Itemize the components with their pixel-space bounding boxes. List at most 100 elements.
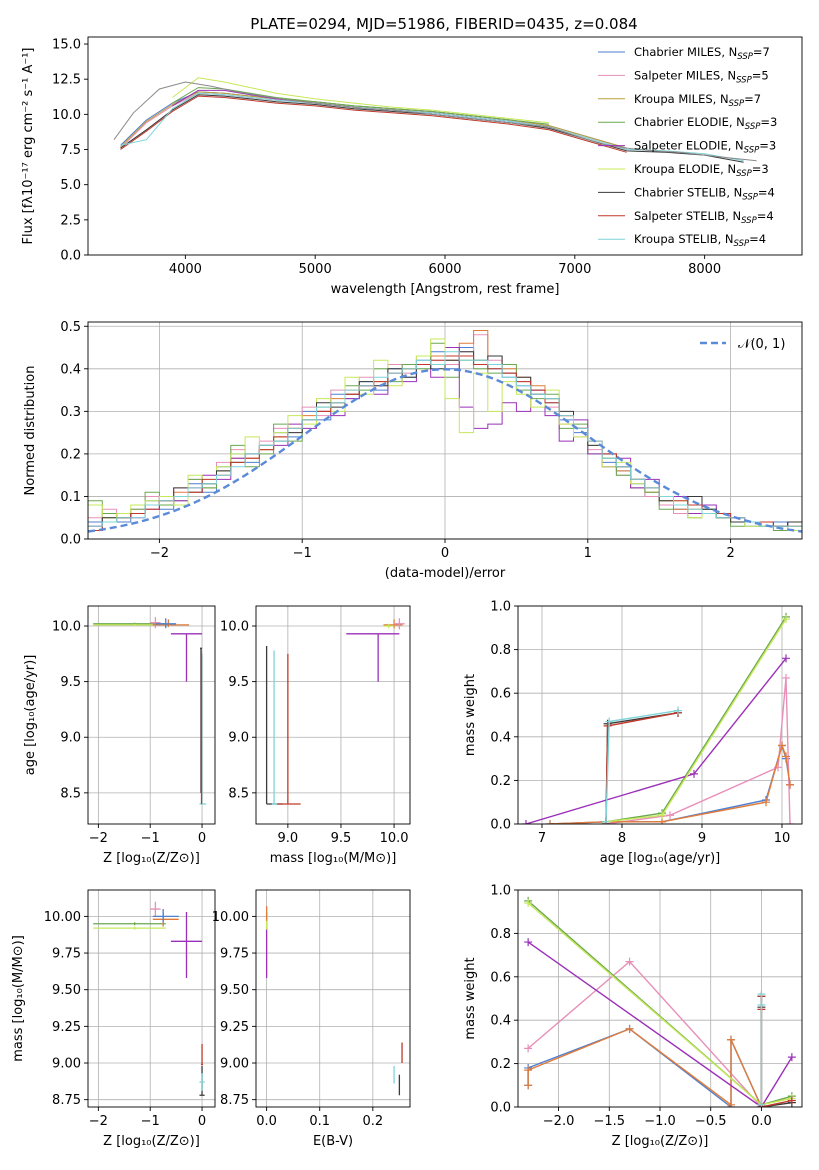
error-bar — [277, 653, 301, 805]
data-point — [524, 1081, 533, 1090]
data-point — [757, 1001, 766, 1010]
x-axis-label: mass [log₁₀(M/M⊙)] — [270, 851, 397, 866]
data-point — [602, 817, 610, 824]
y-axis-label: mass weight — [463, 674, 478, 756]
x-axis-label: E(B-V) — [313, 1134, 353, 1149]
data-point — [674, 706, 682, 715]
axes-frame — [87, 605, 216, 825]
series-line — [120, 92, 627, 150]
series-line — [525, 657, 787, 824]
y-tick-label: 15.0 — [52, 38, 81, 53]
legend-label: Salpeter MILES, NSSP=5 — [634, 68, 769, 85]
data-point — [786, 820, 794, 824]
error-bar — [271, 650, 280, 805]
x-tick-label: 6000 — [428, 262, 461, 277]
error-bar — [93, 922, 166, 926]
y-tick-label: 0.4 — [490, 1014, 511, 1029]
error-bar — [170, 911, 203, 978]
x-tick-label: 2 — [726, 546, 734, 561]
y-axis-label: Normed distribution — [23, 366, 38, 496]
y-tick-label: 0.6 — [490, 970, 511, 985]
figure-title: PLATE=0294, MJD=51986, FIBERID=0435, z=0… — [250, 15, 637, 33]
y-tick-label: 9.50 — [52, 983, 81, 998]
y-tick-label: 7.5 — [60, 143, 81, 158]
y-tick-label: 1.0 — [490, 884, 511, 899]
y-tick-label: 10.00 — [44, 910, 81, 925]
data-point — [524, 1066, 533, 1075]
series-line — [120, 94, 744, 163]
y-tick-label: 9.75 — [220, 947, 249, 962]
data-point — [658, 811, 666, 820]
axes-frame — [517, 605, 803, 825]
legend-label: Kroupa MILES, NSSP=7 — [634, 92, 761, 109]
data-point — [782, 615, 790, 624]
x-axis-label: wavelength [Angstrom, rest frame] — [331, 282, 560, 297]
chart-z-vs-age: −2 −1 0 8.5 9.0 9.5 10.0 Z [log₁₀(Z/Z⊙)] age [lo… — [23, 605, 216, 866]
data-point — [787, 1053, 796, 1062]
series-line — [172, 87, 549, 125]
plot-area — [265, 618, 405, 805]
data-point — [786, 780, 794, 789]
y-tick-label: 0.2 — [490, 774, 511, 789]
y-tick-label: 0.0 — [60, 249, 81, 264]
x-tick-label: 0 — [198, 831, 206, 846]
y-tick-label: 0.2 — [60, 447, 81, 462]
series-line — [760, 996, 793, 1107]
y-tick-label: 0.2 — [490, 1057, 511, 1072]
legend-label: Salpeter STELIB, NSSP=4 — [634, 209, 774, 226]
y-tick-label: 0.8 — [490, 927, 511, 942]
y-tick-label: 0.8 — [490, 643, 511, 658]
error-bar — [93, 926, 166, 930]
x-tick-label: −2 — [89, 1114, 108, 1129]
chart-z-vs-mass: −2 −1 0 8.75 9.00 9.25 9.50 9.75 10.00 Z [log₁₀(Z… — [11, 889, 216, 1149]
y-tick-label: 8.5 — [60, 786, 81, 801]
error-bar — [200, 653, 203, 804]
y-tick-label: 10.0 — [52, 620, 81, 635]
data-point — [757, 990, 766, 999]
x-tick-label: 9.5 — [331, 831, 352, 846]
x-tick-label: 1 — [584, 546, 592, 561]
x-axis-label: age [log₁₀(age/yr)] — [600, 851, 721, 866]
error-bar — [150, 617, 161, 629]
x-axis-label: Z [log₁₀(Z/Z⊙)] — [103, 851, 200, 866]
x-tick-label: 8000 — [688, 262, 721, 277]
x-tick-label: 0.0 — [256, 1114, 277, 1129]
x-tick-label: 0 — [198, 1114, 206, 1129]
y-tick-label: 9.0 — [60, 731, 81, 746]
plot-area — [93, 617, 207, 805]
data-point — [524, 899, 533, 908]
x-tick-label: 5000 — [299, 262, 332, 277]
plot-area — [524, 896, 796, 1107]
x-tick-label: 9.0 — [278, 831, 299, 846]
y-tick-label: 8.5 — [228, 786, 249, 801]
data-point — [690, 769, 698, 778]
plot-area — [265, 906, 403, 1096]
spectrum-legend: Chabrier MILES, NSSP=7 Salpeter MILES, NS… — [598, 45, 777, 249]
series-line — [760, 996, 792, 1107]
data-point — [782, 673, 790, 682]
x-tick-label: −1.5 — [593, 1114, 625, 1129]
error-bar — [346, 633, 400, 682]
y-tick-label: 8.75 — [220, 1093, 249, 1108]
error-bar — [152, 911, 179, 927]
x-tick-label: 7000 — [558, 262, 591, 277]
y-tick-label: 10.00 — [212, 910, 249, 925]
legend-label: 𝒩(0, 1) — [738, 337, 785, 352]
y-tick-label: 0.4 — [490, 730, 511, 745]
data-point — [757, 1100, 766, 1107]
y-axis-label: mass [log₁₀(M/M⊙)] — [11, 935, 26, 1062]
legend-label: Chabrier ELODIE, NSSP=3 — [634, 115, 777, 132]
x-axis-label: Z [log₁₀(Z/Z⊙)] — [612, 1134, 709, 1149]
data-point — [625, 1024, 634, 1033]
data-point — [625, 957, 634, 966]
y-tick-label: 0.0 — [60, 533, 81, 548]
y-tick-label: 0.0 — [490, 818, 511, 833]
gaussian-curve — [88, 368, 802, 533]
gaussian-legend: 𝒩(0, 1) — [700, 337, 785, 352]
chart-spectrum: 4000 5000 6000 7000 8000 0.0 2.5 5.0 7.5 10.0 12.5… — [21, 36, 803, 297]
x-tick-label: 4000 — [169, 262, 202, 277]
error-bar — [199, 1073, 205, 1091]
data-point — [666, 811, 674, 820]
data-point — [787, 1096, 796, 1105]
